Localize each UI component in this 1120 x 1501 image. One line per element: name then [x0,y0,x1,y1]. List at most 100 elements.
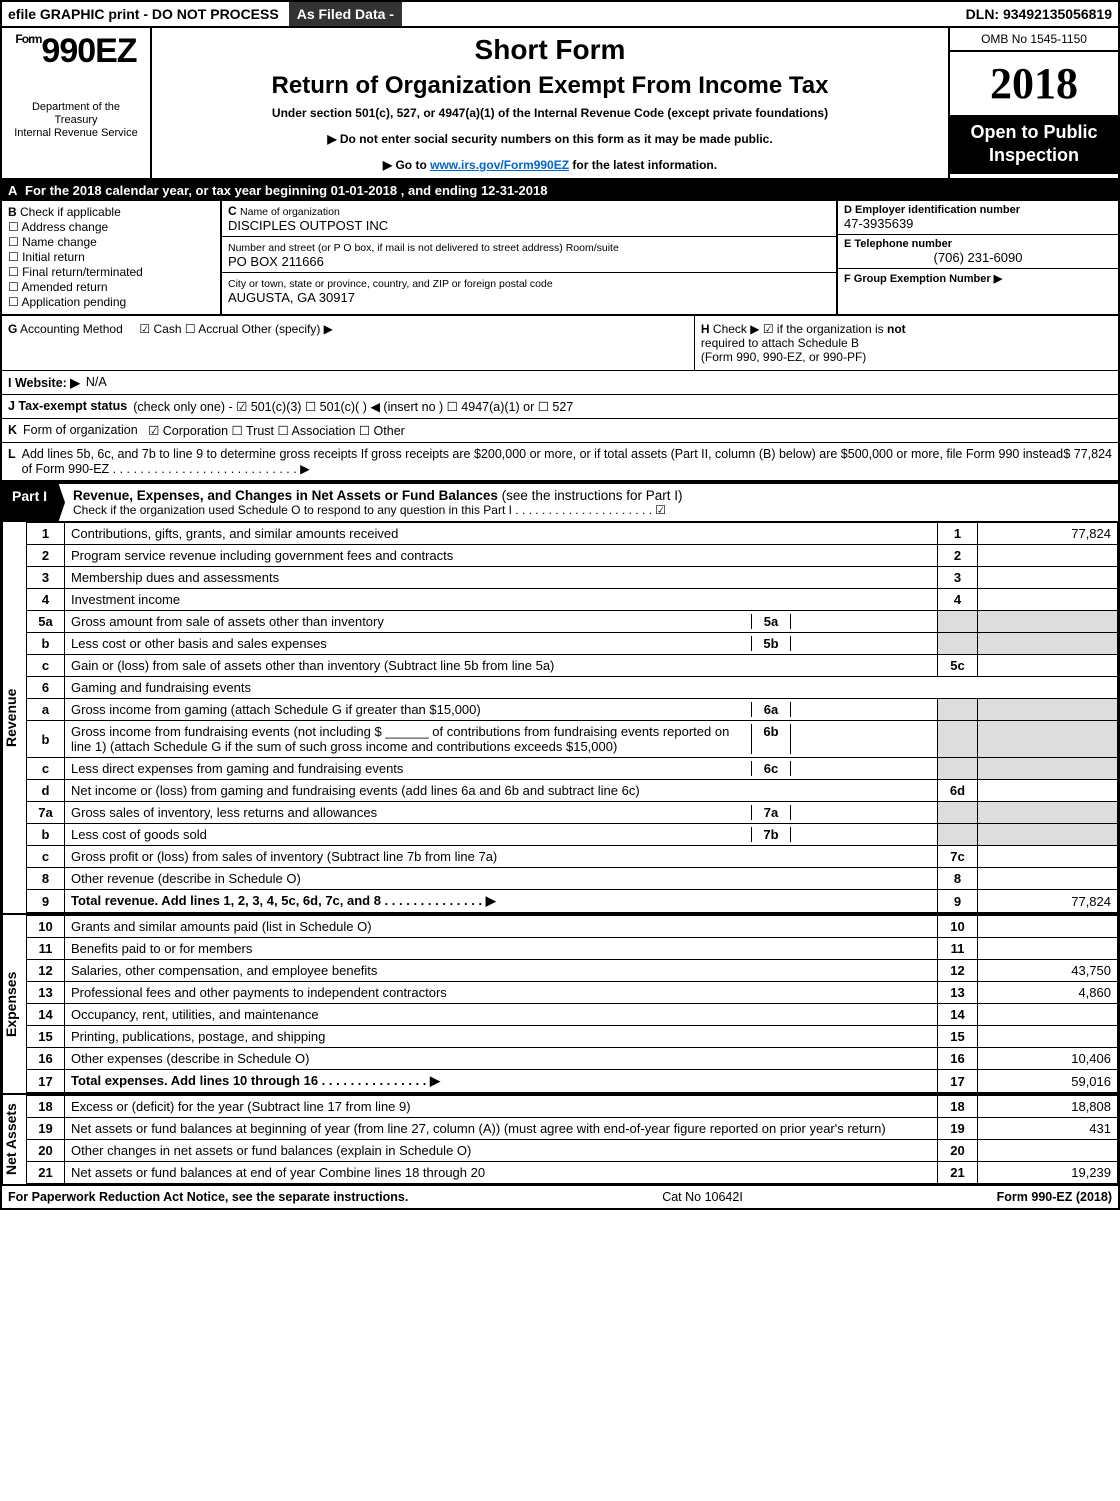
line-desc: Gross income from fundraising events (no… [65,721,938,758]
form-word: Form [15,32,41,46]
line-result-num: 17 [938,1070,978,1093]
line-number: 11 [27,938,65,960]
line-desc: Net assets or fund balances at beginning… [65,1118,938,1140]
under-section: Under section 501(c), 527, or 4947(a)(1)… [158,106,942,120]
accounting-method: G Accounting Method ☑ Cash ☐ Accrual Oth… [2,316,694,370]
top-bar-left: efile GRAPHIC print - DO NOT PROCESS As … [2,2,402,26]
line-number: a [27,699,65,721]
efile-label: efile GRAPHIC print - DO NOT PROCESS [2,2,285,26]
line-desc: Professional fees and other payments to … [65,982,938,1004]
ein-value: 47-3935639 [844,216,1112,231]
line-number: 16 [27,1048,65,1070]
org-street-value: PO BOX 211666 [228,254,324,269]
line-result-num: 14 [938,1004,978,1026]
revenue-body: 1Contributions, gifts, grants, and simil… [26,522,1118,913]
cb-final-return[interactable]: Final return/terminated [8,265,214,279]
line-result-val [978,1004,1118,1026]
cb-application-pending[interactable]: Application pending [8,295,214,309]
dln-label: DLN: 93492135056819 [960,2,1118,26]
line-a-pre: For the 2018 calendar year, or tax year … [25,183,331,198]
ein-box: D Employer identification number 47-3935… [838,201,1118,235]
net-assets-section: Net Assets 18Excess or (deficit) for the… [2,1093,1118,1184]
line-number: 1 [27,523,65,545]
main-title: Return of Organization Exempt From Incom… [158,72,942,100]
line-desc: Contributions, gifts, grants, and simila… [65,523,938,545]
col-b: B Check if applicable Address change Nam… [2,201,222,314]
line-result-val [978,1140,1118,1162]
org-name-box: C Name of organization DISCIPLES OUTPOST… [222,201,836,237]
line-desc: Other revenue (describe in Schedule O) [65,868,938,890]
as-filed-badge: As Filed Data - [289,2,402,26]
org-block: B Check if applicable Address change Nam… [2,201,1118,316]
dept-line3: Internal Revenue Service [6,127,146,140]
g-options: ☑ Cash ☐ Accrual Other (specify) ▶ [139,322,332,336]
row-j-tax-exempt: J Tax-exempt status (check only one) - ☑… [2,395,1118,419]
goto-pre: ▶ Go to [383,158,430,172]
cb-initial-return[interactable]: Initial return [8,250,214,264]
phone-label: E Telephone number [844,238,1112,250]
line-a-mid: , and ending [401,183,481,198]
line-desc: Gross profit or (loss) from sales of inv… [65,846,938,868]
row-i-website: I Website: ▶ N/A [2,371,1118,395]
line-row: 21Net assets or fund balances at end of … [27,1162,1118,1184]
line-desc: Investment income [65,589,938,611]
h-text1: Check ▶ ☑ if the organization is [713,322,887,336]
irs-link[interactable]: www.irs.gov/Form990EZ [430,158,569,172]
tax-year: 2018 [950,52,1118,115]
line-number: 21 [27,1162,65,1184]
line-row: cLess direct expenses from gaming and fu… [27,758,1118,780]
j-label: J Tax-exempt status [8,399,127,414]
col-c: C Name of organization DISCIPLES OUTPOST… [222,201,838,314]
cb-amended-return[interactable]: Amended return [8,280,214,294]
line-number: 15 [27,1026,65,1048]
line-result-val [978,655,1118,677]
line-desc: Salaries, other compensation, and employ… [65,960,938,982]
line-result-val: 19,239 [978,1162,1118,1184]
line-result-num: 16 [938,1048,978,1070]
line-result-num: 6d [938,780,978,802]
expenses-section: Expenses 10Grants and similar amounts pa… [2,913,1118,1093]
phone-value: (706) 231-6090 [844,250,1112,265]
line-desc: Gross amount from sale of assets other t… [65,611,938,633]
line-result-val: 43,750 [978,960,1118,982]
line-desc: Grants and similar amounts paid (list in… [65,916,938,938]
line-result-val [978,1026,1118,1048]
cb-name-change[interactable]: Name change [8,235,214,249]
line-result-val: 431 [978,1118,1118,1140]
line-number: 19 [27,1118,65,1140]
footer-right: Form 990-EZ (2018) [997,1190,1112,1204]
line-desc: Total revenue. Add lines 1, 2, 3, 4, 5c,… [65,890,938,913]
warning-ssn: ▶ Do not enter social security numbers o… [158,132,942,146]
line-desc: Total expenses. Add lines 10 through 16 … [65,1070,938,1093]
net-side-label: Net Assets [2,1095,26,1184]
line-result-val: 77,824 [978,890,1118,913]
open-to-public: Open to Public Inspection [950,115,1118,174]
form-header: Form990EZ Department of the Treasury Int… [2,28,1118,180]
line-result-num [938,758,978,780]
h-text3: (Form 990, 990-EZ, or 990-PF) [701,350,866,364]
part-1-title: Revenue, Expenses, and Changes in Net As… [73,484,1118,521]
line-desc: Occupancy, rent, utilities, and maintena… [65,1004,938,1026]
short-form-title: Short Form [158,34,942,66]
line-result-num: 3 [938,567,978,589]
form-number: Form990EZ [6,32,146,71]
h-schedule-b: H Check ▶ ☑ if the organization is not r… [694,316,1118,370]
part-1-badge: Part I [2,484,65,521]
footer-mid: Cat No 10642I [662,1190,743,1204]
line-result-num: 12 [938,960,978,982]
part-1-sub: Check if the organization used Schedule … [73,503,1118,517]
line-result-val [978,916,1118,938]
line-desc: Gross income from gaming (attach Schedul… [65,699,938,721]
line-result-num: 10 [938,916,978,938]
footer-left: For Paperwork Reduction Act Notice, see … [8,1190,408,1204]
line-a: A For the 2018 calendar year, or tax yea… [2,180,1118,201]
col-d: D Employer identification number 47-3935… [838,201,1118,314]
line-result-val [978,589,1118,611]
org-city-hint: City or town, state or province, country… [228,278,553,290]
line-result-val: 10,406 [978,1048,1118,1070]
k-label: K [8,423,17,438]
cb-address-change[interactable]: Address change [8,220,214,234]
line-row: 1Contributions, gifts, grants, and simil… [27,523,1118,545]
phone-box: E Telephone number (706) 231-6090 [838,235,1118,269]
line-result-num: 5c [938,655,978,677]
